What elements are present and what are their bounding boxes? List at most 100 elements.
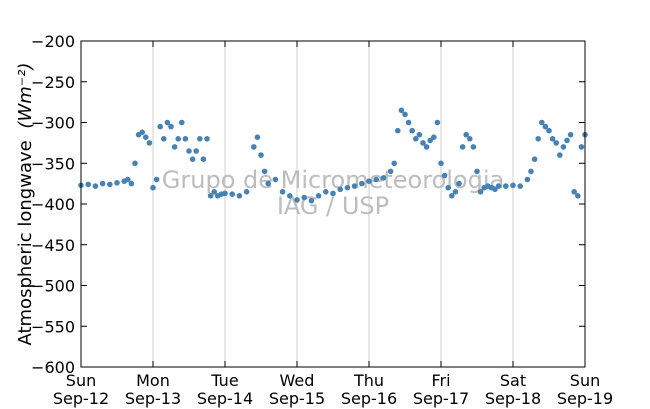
data-point xyxy=(337,186,344,193)
data-point xyxy=(539,119,545,126)
data-point xyxy=(463,131,470,138)
data-point xyxy=(409,127,416,134)
data-point xyxy=(222,190,228,197)
data-point xyxy=(467,136,473,142)
data-point xyxy=(564,137,570,144)
y-tick-label: −250 xyxy=(31,73,75,92)
data-point xyxy=(179,119,185,126)
data-point xyxy=(171,144,178,150)
x-tick-label-date: Sep-15 xyxy=(269,389,325,408)
y-axis-title: Atmospheric longwave (Wm⁻²) xyxy=(15,62,36,345)
data-point xyxy=(344,184,351,191)
data-point xyxy=(279,189,286,195)
data-point xyxy=(535,136,541,142)
data-point xyxy=(578,144,585,150)
data-point xyxy=(254,134,261,140)
x-tick-label-day: Wed xyxy=(280,371,315,390)
data-point xyxy=(575,193,581,199)
data-point xyxy=(261,168,268,175)
data-point xyxy=(197,136,203,142)
data-point xyxy=(431,134,437,140)
data-point xyxy=(153,176,160,183)
data-point xyxy=(524,176,531,183)
data-point xyxy=(92,183,99,189)
data-point xyxy=(567,131,574,138)
data-point xyxy=(395,127,401,134)
x-tick-label-date: Sep-12 xyxy=(53,389,109,408)
data-point xyxy=(517,183,523,189)
data-point xyxy=(452,189,459,195)
x-tick-label-day: Thu xyxy=(353,371,384,390)
data-point xyxy=(182,136,189,142)
x-tick-label-day: Mon xyxy=(136,371,170,390)
data-point xyxy=(557,152,563,158)
y-tick-label: −200 xyxy=(31,32,75,51)
y-tick-label: −550 xyxy=(31,317,75,336)
data-point xyxy=(456,180,462,187)
data-point xyxy=(380,175,387,181)
data-point xyxy=(510,182,516,189)
data-point xyxy=(477,189,484,195)
x-tick-label-day: Fri xyxy=(431,371,450,390)
x-tick-label-date: Sep-19 xyxy=(557,389,613,408)
data-point xyxy=(438,160,444,167)
data-point xyxy=(387,168,394,175)
data-point xyxy=(571,189,577,195)
data-point xyxy=(272,176,279,183)
data-point xyxy=(265,180,272,187)
watermark-line-2: IAG / USP xyxy=(277,192,389,220)
y-tick-label: −300 xyxy=(31,114,75,133)
data-point xyxy=(315,193,322,199)
data-point xyxy=(413,136,419,142)
data-point xyxy=(243,189,250,195)
data-point xyxy=(391,160,398,167)
data-point xyxy=(251,144,257,150)
data-point xyxy=(287,193,293,199)
data-point xyxy=(204,136,210,142)
x-tick-label-date: Sep-17 xyxy=(413,389,469,408)
data-point xyxy=(161,136,167,142)
data-point xyxy=(373,176,380,183)
data-point xyxy=(132,160,138,167)
data-point xyxy=(107,181,113,188)
data-point xyxy=(164,119,171,126)
x-tick-label-day: Sun xyxy=(570,371,600,390)
data-point xyxy=(139,129,145,136)
data-point xyxy=(114,180,120,186)
data-point xyxy=(492,186,498,193)
data-point xyxy=(143,134,149,140)
data-point xyxy=(189,156,196,162)
data-point xyxy=(294,197,300,203)
x-tick-label-date: Sep-14 xyxy=(197,389,253,408)
data-point xyxy=(150,184,156,191)
data-point xyxy=(434,119,441,126)
data-point xyxy=(236,193,243,199)
data-point xyxy=(146,140,153,146)
data-point xyxy=(330,190,336,197)
y-axis-label: Atmospheric longwave xyxy=(15,140,36,345)
data-point xyxy=(546,127,552,134)
y-tick-label: −400 xyxy=(31,195,75,214)
data-point xyxy=(441,172,448,179)
data-point xyxy=(186,148,192,154)
data-point xyxy=(125,176,131,183)
points-layer xyxy=(78,107,588,204)
grid-layer xyxy=(152,41,514,367)
x-tick-label-date: Sep-18 xyxy=(485,389,541,408)
data-point xyxy=(207,193,214,199)
data-point xyxy=(168,123,174,130)
data-point xyxy=(549,136,556,142)
data-point xyxy=(495,183,502,189)
x-tick-label-day: Sat xyxy=(500,371,526,390)
data-point xyxy=(351,183,358,189)
data-point xyxy=(531,156,538,162)
data-point xyxy=(359,180,365,187)
data-point xyxy=(308,197,315,204)
data-point xyxy=(85,181,91,188)
data-point xyxy=(445,184,452,191)
data-point xyxy=(423,144,430,150)
data-point xyxy=(553,140,559,146)
y-tick-label: −450 xyxy=(31,236,75,255)
